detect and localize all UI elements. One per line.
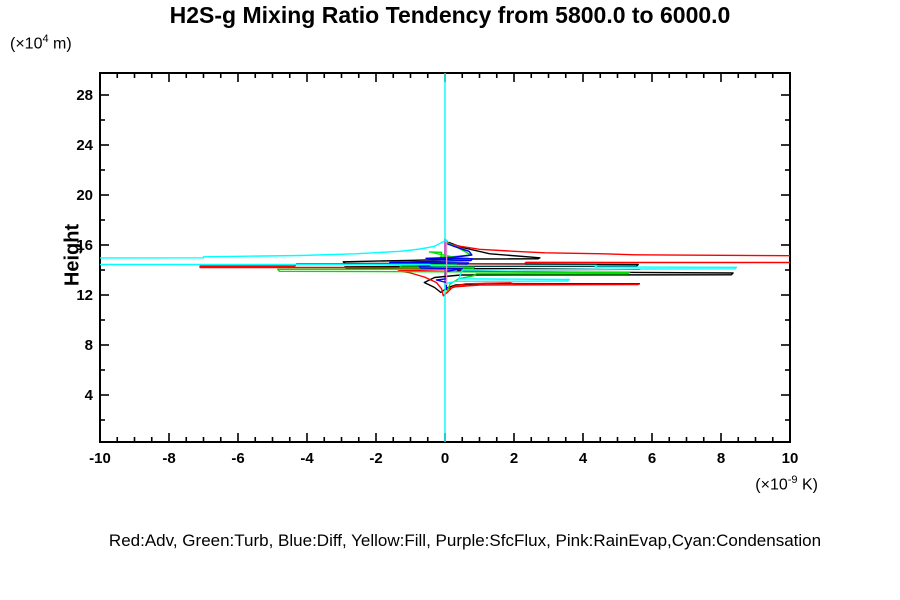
series-group xyxy=(100,73,790,442)
y-axis-unit: (×104 m) xyxy=(10,33,72,53)
y-tick-label: 24 xyxy=(76,137,93,154)
x-tick-label: 4 xyxy=(579,450,588,467)
y-tick-label: 4 xyxy=(85,387,94,404)
x-tick-label: 10 xyxy=(782,450,799,467)
x-tick-label: -8 xyxy=(162,450,175,467)
y-tick-label: 28 xyxy=(76,87,93,104)
series-condensation xyxy=(100,73,738,442)
y-tick-label: 20 xyxy=(76,187,93,204)
series-adv xyxy=(199,240,790,297)
x-tick-label: 0 xyxy=(441,450,449,467)
x-tick-label: -6 xyxy=(231,450,244,467)
x-tick-label: -4 xyxy=(300,450,314,467)
y-tick-label: 12 xyxy=(76,287,93,304)
x-tick-label: 8 xyxy=(717,450,725,467)
x-axis-unit: (×10-9 K) xyxy=(755,474,818,494)
y-tick-label: 16 xyxy=(76,237,93,254)
x-tick-label: -2 xyxy=(369,450,382,467)
series-legend: Red:Adv, Green:Turb, Blue:Diff, Yellow:F… xyxy=(108,531,822,550)
y-tick-label: 8 xyxy=(85,337,93,354)
x-tick-label: 6 xyxy=(648,450,656,467)
x-tick-label: 2 xyxy=(510,450,518,467)
chart-title: H2S-g Mixing Ratio Tendency from 5800.0 … xyxy=(169,2,731,28)
x-tick-label: -10 xyxy=(89,450,111,467)
